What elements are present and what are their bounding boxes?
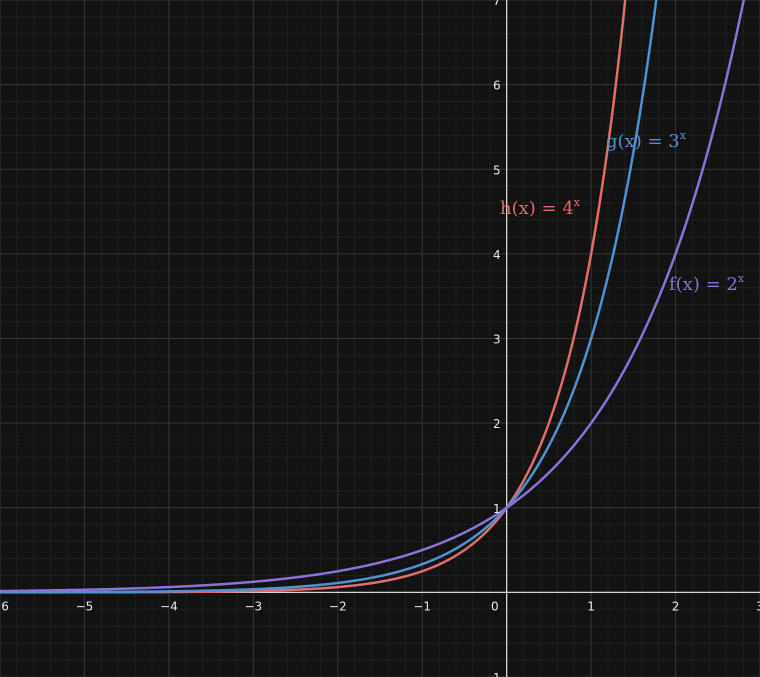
curves [0, 0, 746, 594]
x-tick-label: 2 [672, 599, 680, 613]
x-tick-label: −3 [244, 599, 262, 613]
y-tick-label: 4 [493, 248, 501, 262]
x-tick-label: 3 [756, 599, 760, 613]
y-tick-label: 1 [493, 502, 501, 516]
origin-label: 0 [491, 599, 499, 613]
x-tick-label: −6 [0, 599, 9, 613]
series-line-3 [0, 0, 658, 594]
function-labels: h(x) = 4x g(x) = 3x f(x) = 2x [500, 129, 745, 295]
y-tick-label: 7 [493, 0, 501, 8]
y-tick-label: 6 [493, 79, 501, 93]
series-label-3: g(x) = 3x [606, 129, 687, 152]
x-tick-label: −5 [76, 599, 94, 613]
series-label-4: h(x) = 4x [500, 196, 581, 219]
y-tick-label: 2 [493, 417, 501, 431]
x-tick-label: −2 [329, 599, 347, 613]
x-tick-label: −1 [413, 599, 431, 613]
y-tick-label: 3 [493, 333, 501, 347]
series-line-2 [0, 0, 746, 593]
series-label-2: f(x) = 2x [669, 272, 745, 295]
x-tick-label: 1 [587, 599, 595, 613]
x-tick-label: −4 [160, 599, 178, 613]
y-tick-label: −1 [483, 671, 501, 677]
y-tick-label: 5 [493, 163, 501, 177]
